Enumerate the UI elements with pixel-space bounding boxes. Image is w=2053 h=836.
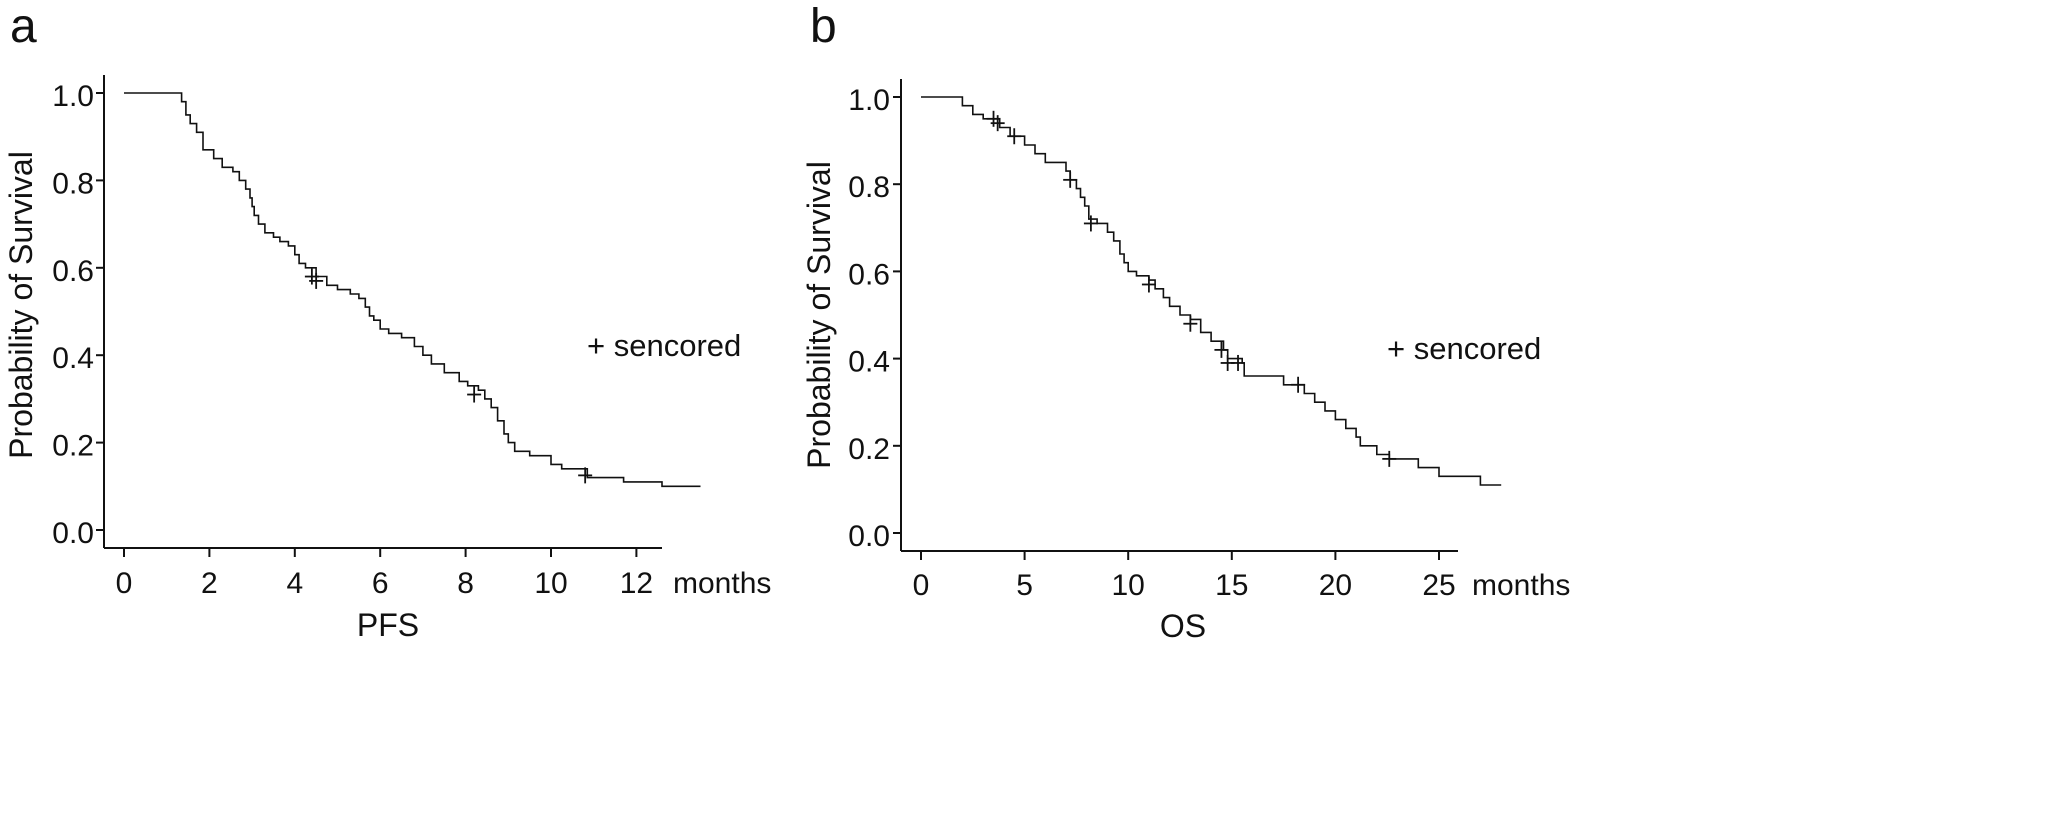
y-tick-label: 0.2 [848,433,890,466]
y-tick-label: 0.4 [52,342,94,375]
x-tick-label: 12 [620,567,653,600]
y-tick-label: 0.6 [848,258,890,291]
x-tick-label: 6 [372,567,389,600]
censored-legend: + sencored [1387,331,1541,366]
x-tick-label: 10 [534,567,567,600]
y-tick-label: 0.6 [52,255,94,288]
x-tick-label: 10 [1112,569,1145,602]
y-axis-title: Probability of Survival [801,161,837,469]
pfs-panel: a 0.0 0.2 0.4 0.6 0.8 1.0 0 2 4 6 8 10 12 months PFS Pro… [3,0,771,643]
x-tick-label: 0 [913,569,930,602]
y-axis-title: Probability of Survival [3,151,39,459]
x-tick-label: 0 [116,567,133,600]
y-tick-label: 0.8 [848,171,890,204]
x-tick-label: 2 [201,567,218,600]
y-tick-label: 1.0 [52,80,94,113]
x-axis-title: PFS [357,607,419,643]
y-tick-label: 0.4 [848,346,890,379]
x-unit-label: months [1472,569,1570,602]
x-tick-label: 5 [1016,569,1033,602]
x-unit-label: months [673,567,771,600]
x-tick-label: 4 [286,567,303,600]
y-tick-label: 0.0 [848,520,890,553]
y-tick-label: 1.0 [848,84,890,117]
y-tick-label: 0.8 [52,167,94,200]
x-tick-label: 20 [1319,569,1352,602]
x-tick-label: 25 [1422,569,1455,602]
y-tick-label: 0.2 [52,430,94,463]
x-axis-title: OS [1160,608,1206,644]
y-tick-label: 0.0 [52,517,94,550]
os-panel: b 0.0 0.2 0.4 0.6 0.8 1.0 0 5 10 15 20 25 months OS Pro… [801,0,1570,644]
x-tick-label: 15 [1215,569,1248,602]
survival-curve [124,92,701,488]
x-tick-label: 8 [457,567,474,600]
panel-label: b [810,0,837,53]
panel-label: a [10,0,37,53]
censored-legend: + sencored [587,328,741,363]
survival-curve [921,96,1502,486]
